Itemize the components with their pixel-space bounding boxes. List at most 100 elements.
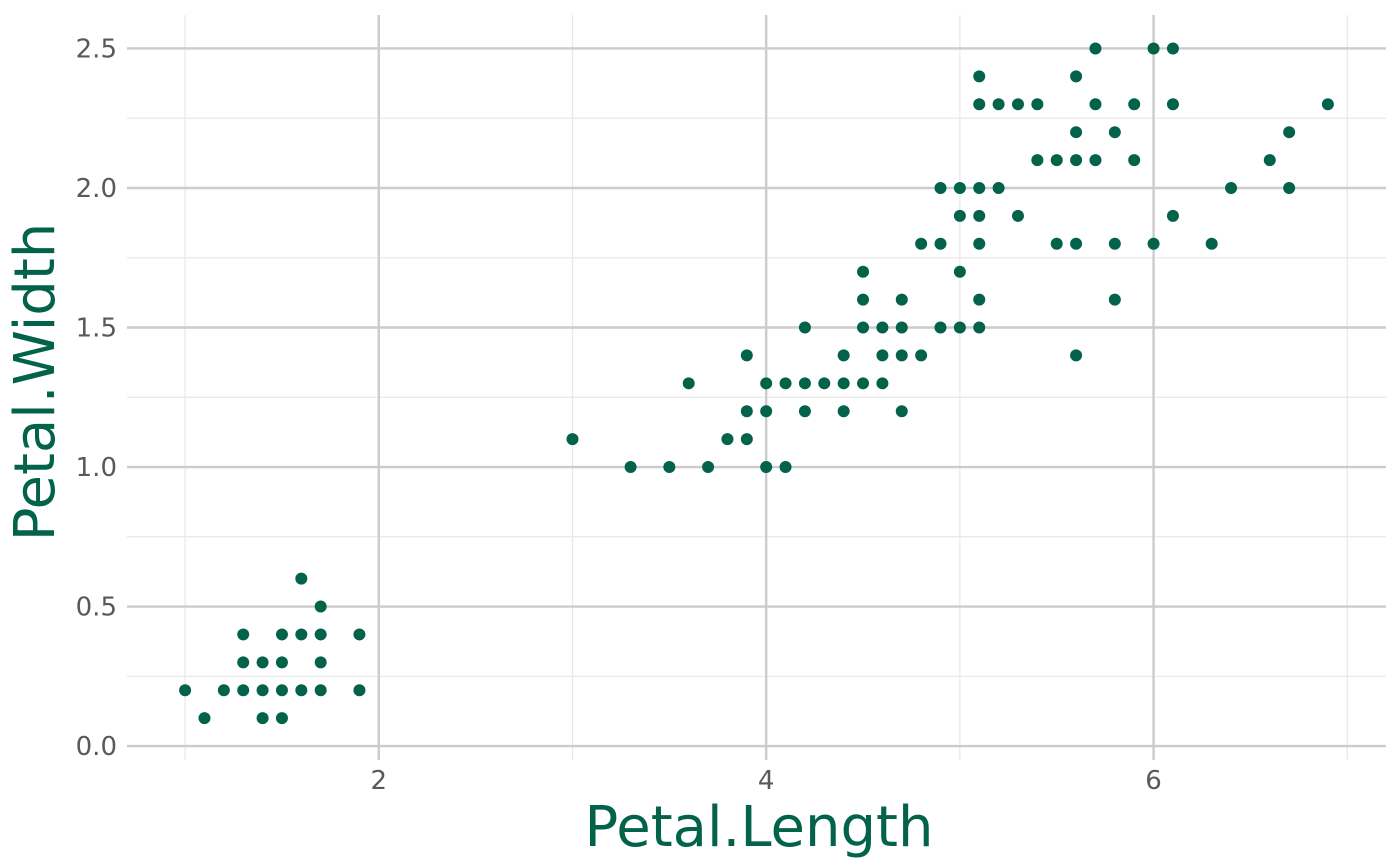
data-point <box>1166 209 1179 222</box>
data-point <box>314 600 327 613</box>
data-point <box>1283 181 1296 194</box>
data-point <box>740 405 753 418</box>
data-point <box>973 70 986 83</box>
data-point <box>953 181 966 194</box>
data-point <box>1225 181 1238 194</box>
data-point <box>314 656 327 669</box>
data-point <box>895 405 908 418</box>
data-point <box>663 461 676 474</box>
data-point <box>702 461 715 474</box>
data-point <box>934 181 947 194</box>
data-point <box>1166 98 1179 111</box>
y-axis-title: Petal.Width <box>3 223 68 542</box>
data-point <box>760 405 773 418</box>
y-tick-labels: 0.0 0.5 1.0 1.5 2.0 2.5 <box>76 34 117 762</box>
data-point <box>1166 42 1179 55</box>
data-point <box>256 684 269 697</box>
y-tick-label: 0.0 <box>76 732 117 762</box>
data-point <box>973 209 986 222</box>
data-point <box>973 321 986 334</box>
data-point <box>566 433 579 446</box>
data-point <box>179 684 192 697</box>
major-grid <box>127 15 1386 760</box>
data-point <box>1011 98 1024 111</box>
data-point <box>1147 42 1160 55</box>
data-point <box>1070 154 1083 167</box>
data-point <box>760 377 773 390</box>
data-point <box>915 237 928 250</box>
data-point <box>760 461 773 474</box>
data-point <box>1011 209 1024 222</box>
data-point <box>973 98 986 111</box>
data-point <box>992 181 1005 194</box>
data-point <box>295 628 308 641</box>
data-point <box>953 209 966 222</box>
data-point <box>779 377 792 390</box>
data-point <box>857 377 870 390</box>
data-point <box>798 377 811 390</box>
data-point <box>857 293 870 306</box>
data-point <box>237 628 250 641</box>
data-point <box>275 628 288 641</box>
data-point <box>198 712 211 725</box>
data-point <box>275 656 288 669</box>
data-point <box>275 712 288 725</box>
data-point <box>895 321 908 334</box>
data-point <box>295 572 308 585</box>
x-tick-labels: 2 4 6 <box>371 766 1162 796</box>
data-point <box>934 321 947 334</box>
y-tick-label: 1.0 <box>76 453 117 483</box>
data-point <box>237 656 250 669</box>
data-point <box>295 684 308 697</box>
data-point <box>1263 154 1276 167</box>
data-point <box>624 461 637 474</box>
data-point <box>314 684 327 697</box>
data-point <box>798 405 811 418</box>
data-point <box>682 377 695 390</box>
data-point <box>1089 154 1102 167</box>
data-point <box>876 377 889 390</box>
data-point <box>837 349 850 362</box>
data-point <box>798 321 811 334</box>
data-point <box>876 349 889 362</box>
x-axis-title: Petal.Length <box>584 795 933 860</box>
data-point <box>857 321 870 334</box>
data-point <box>740 433 753 446</box>
data-point <box>353 628 366 641</box>
data-point <box>237 684 250 697</box>
data-point <box>1070 126 1083 139</box>
data-point <box>915 349 928 362</box>
data-point <box>1108 126 1121 139</box>
data-point <box>256 656 269 669</box>
data-point <box>1128 98 1141 111</box>
data-point <box>837 405 850 418</box>
x-tick-label: 4 <box>758 766 775 796</box>
data-point <box>973 293 986 306</box>
x-tick-label: 6 <box>1145 766 1162 796</box>
data-point <box>857 265 870 278</box>
data-point <box>934 237 947 250</box>
data-point <box>992 98 1005 111</box>
data-point <box>1283 126 1296 139</box>
data-point <box>353 684 366 697</box>
data-point <box>895 293 908 306</box>
data-point <box>1050 237 1063 250</box>
data-point <box>740 349 753 362</box>
data-point <box>837 377 850 390</box>
data-point <box>1031 154 1044 167</box>
x-tick-label: 2 <box>371 766 388 796</box>
data-point <box>1205 237 1218 250</box>
data-point <box>973 237 986 250</box>
data-point <box>1147 237 1160 250</box>
data-point <box>275 684 288 697</box>
data-point <box>1070 237 1083 250</box>
data-point <box>256 712 269 725</box>
data-point <box>779 461 792 474</box>
data-point <box>876 321 889 334</box>
data-point <box>1108 293 1121 306</box>
y-tick-label: 2.5 <box>76 34 117 64</box>
data-point <box>217 684 230 697</box>
points-layer <box>179 42 1334 725</box>
data-point <box>953 265 966 278</box>
data-point <box>1089 42 1102 55</box>
